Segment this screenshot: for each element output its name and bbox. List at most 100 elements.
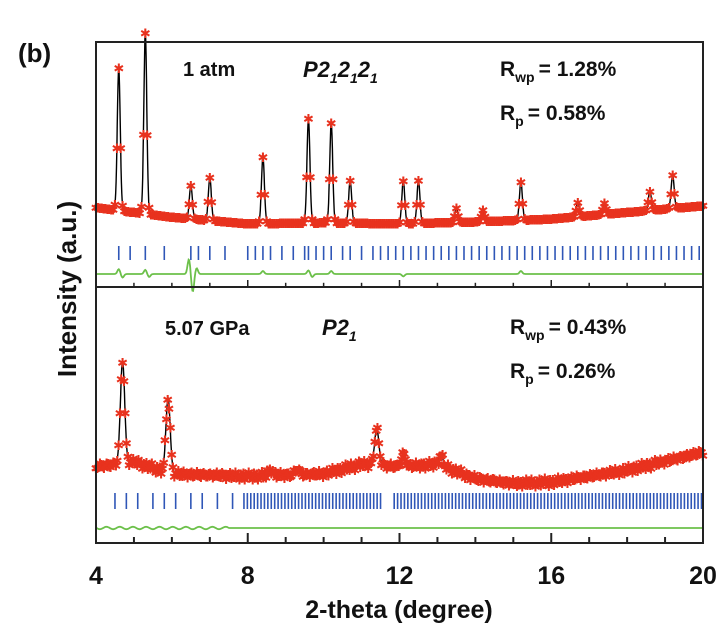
bottom-rwp: Rwp = 0.43% [510,316,627,343]
observed-point: ✱ [640,463,651,478]
bragg-ticks [117,246,701,260]
observed-point: ✱ [372,422,383,437]
observed-point: ✱ [376,459,387,474]
observed-point: ✱ [472,216,483,231]
observed-point: ✱ [544,213,555,228]
observed-point: ✱ [233,217,244,232]
observed-point: ✱ [216,215,227,230]
observed-point: ✱ [527,477,538,492]
observed-point: ✱ [631,459,642,474]
observed-point: ✱ [508,214,519,229]
observed-point: ✱ [481,472,492,487]
observed-point: ✱ [340,458,351,473]
observed-point: ✱ [95,457,106,472]
observed-point: ✱ [547,473,558,488]
observed-point: ✱ [460,472,471,487]
observed-point: ✱ [586,469,597,484]
observed-point: ✱ [312,217,323,232]
observed-point: ✱ [134,457,145,472]
observed-point: ✱ [206,468,217,483]
observed-point: ✱ [174,212,185,227]
observed-point: ✱ [488,472,499,487]
observed-point: ✱ [589,209,600,224]
observed-point: ✱ [606,468,617,483]
observed-point: ✱ [457,216,468,231]
observed-point: ✱ [646,196,657,211]
observed-point: ✱ [625,206,636,221]
observed-point: ✱ [294,217,305,232]
observed-point: ✱ [696,446,707,461]
observed-point: ✱ [153,209,164,224]
observed-point: ✱ [634,461,645,476]
observed-point: ✱ [622,206,633,221]
observed-point: ✱ [455,216,466,231]
observed-point: ✱ [168,211,179,226]
observed-point: ✱ [326,467,337,482]
observed-point: ✱ [142,463,153,478]
observed-point: ✱ [275,466,286,481]
observed-point: ✱ [453,467,464,482]
observed-point: ✱ [96,459,107,474]
observed-point: ✱ [631,205,642,220]
observed-point: ✱ [292,217,303,232]
observed-point: ✱ [129,458,140,473]
observed-point: ✱ [533,476,544,491]
observed-point: ✱ [407,462,418,477]
observed-point: ✱ [545,474,556,489]
observed-point: ✱ [120,407,131,422]
observed-point: ✱ [213,470,224,485]
observed-point: ✱ [182,471,193,486]
observed-point: ✱ [597,203,608,218]
observed-point: ✱ [246,470,257,485]
observed-point: ✱ [405,217,416,232]
observed-point: ✱ [559,212,570,227]
observed-point: ✱ [436,450,447,465]
observed-point: ✱ [461,467,472,482]
observed-point: ✱ [559,473,570,488]
calculated-curve [96,360,704,484]
observed-point: ✱ [622,466,633,481]
observed-point: ✱ [295,217,306,232]
observed-point: ✱ [235,468,246,483]
observed-point: ✱ [437,448,448,463]
observed-point: ✱ [509,478,520,493]
observed-point: ✱ [604,463,615,478]
observed-point: ✱ [468,471,479,486]
observed-point: ✱ [635,462,646,477]
observed-point: ✱ [278,217,289,232]
observed-point: ✱ [345,174,356,189]
observed-point: ✱ [526,473,537,488]
observed-point: ✱ [417,458,428,473]
observed-point: ✱ [153,463,164,478]
observed-point: ✱ [103,458,114,473]
observed-point: ✱ [695,445,706,460]
observed-point: ✱ [160,434,171,449]
observed-point: ✱ [271,217,282,232]
observed-point: ✱ [183,198,194,213]
observed-point: ✱ [344,464,355,479]
observed-point: ✱ [315,467,326,482]
observed-point: ✱ [408,461,419,476]
observed-point: ✱ [354,217,365,232]
observed-point: ✱ [253,474,264,489]
observed-point: ✱ [271,472,282,487]
observed-point: ✱ [142,129,153,144]
observed-point: ✱ [605,208,616,223]
observed-point: ✱ [306,468,317,483]
observed-point: ✱ [290,464,301,479]
observed-point: ✱ [349,464,360,479]
observed-point: ✱ [635,205,646,220]
observed-point: ✱ [442,458,453,473]
observed-point: ✱ [221,216,232,231]
x-tick-label: 16 [537,562,565,590]
observed-point: ✱ [441,463,452,478]
observed-point: ✱ [272,470,283,485]
observed-point: ✱ [155,210,166,225]
observed-point: ✱ [369,217,380,232]
observed-point: ✱ [287,468,298,483]
observed-point: ✱ [214,471,225,486]
observed-point: ✱ [347,460,358,475]
observed-point: ✱ [443,216,454,231]
observed-point: ✱ [619,467,630,482]
observed-point: ✱ [496,215,507,230]
